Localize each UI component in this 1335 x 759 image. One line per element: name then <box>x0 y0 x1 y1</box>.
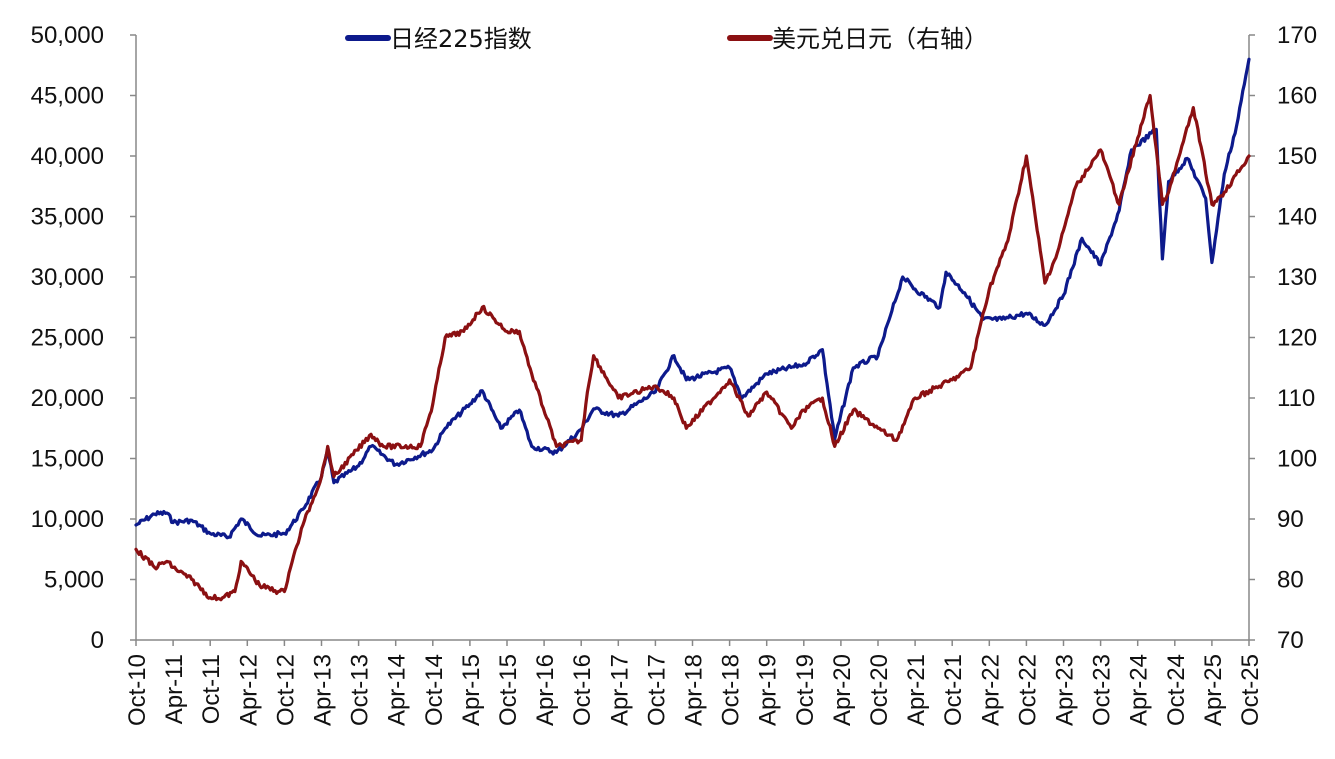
legend: 日经225指数 美元兑日元（右轴） <box>345 25 988 53</box>
series-line-usdjpy <box>134 93 1251 602</box>
x-axis-tick-label: Oct-11 <box>198 654 225 724</box>
x-axis-tick-label: Oct-25 <box>1237 654 1264 726</box>
x-axis-tick-label: Apr-13 <box>310 654 337 726</box>
left-axis-tick-label: 15,000 <box>31 446 104 473</box>
left-axis: 0 5,000 10,000 15,000 20,000 25,000 30,000 35,0… <box>31 22 137 654</box>
x-axis-tick-label: Apr-21 <box>903 654 930 726</box>
right-axis-tick-label: 150 <box>1277 143 1317 170</box>
x-axis: Oct-10 Apr-11 Oct-11 Apr-12 Oct-12 Apr-13 Oct-… <box>124 639 1264 726</box>
x-axis-tick-label: Oct-20 <box>866 654 893 726</box>
left-axis-tick-label: 40,000 <box>31 143 104 170</box>
legend-label-nikkei: 日经225指数 <box>390 25 532 53</box>
left-axis-tick-label: 35,000 <box>31 204 104 231</box>
legend-item-nikkei: 日经225指数 <box>345 25 532 53</box>
x-axis-tick-label: Oct-19 <box>792 654 819 726</box>
x-axis-tick-label: Apr-22 <box>977 654 1004 726</box>
x-axis-tick-label: Apr-18 <box>681 654 708 726</box>
x-axis-tick-label: Apr-14 <box>384 654 411 726</box>
left-axis-ticks: 0 5,000 10,000 15,000 20,000 25,000 30,000 35,0… <box>31 22 136 654</box>
x-axis-tick-label: Apr-24 <box>1126 654 1153 726</box>
x-axis-tick-label: Oct-14 <box>421 654 448 726</box>
x-axis-tick-label: Oct-22 <box>1014 654 1041 726</box>
right-axis-ticks: 70 80 90 100 110 120 130 140 150 160 170 <box>1249 22 1317 654</box>
x-axis-tick-label: Oct-13 <box>347 654 374 726</box>
right-axis-tick-label: 70 <box>1277 627 1304 654</box>
legend-label-usdjpy: 美元兑日元（右轴） <box>772 25 988 53</box>
x-axis-tick-label: Oct-17 <box>643 654 670 726</box>
right-axis-tick-label: 160 <box>1277 83 1317 110</box>
series-line-nikkei <box>134 57 1251 540</box>
legend-item-usdjpy: 美元兑日元（右轴） <box>727 25 988 53</box>
right-axis: 70 80 90 100 110 120 130 140 150 160 170 <box>1248 22 1317 654</box>
x-axis-tick-label: Apr-11 <box>161 654 188 724</box>
x-axis-tick-label: Apr-23 <box>1052 654 1079 726</box>
right-axis-tick-label: 130 <box>1277 264 1317 291</box>
right-axis-tick-label: 100 <box>1277 446 1317 473</box>
x-axis-tick-label: Oct-24 <box>1163 654 1190 726</box>
x-axis-tick-label: Apr-15 <box>458 654 485 726</box>
x-axis-tick-label: Oct-18 <box>718 654 745 726</box>
x-axis-tick-label: Apr-17 <box>606 654 633 726</box>
x-axis-tick-label: Oct-21 <box>940 654 967 726</box>
right-axis-tick-label: 120 <box>1277 325 1317 352</box>
x-axis-tick-label: Oct-16 <box>569 654 596 726</box>
left-axis-tick-label: 45,000 <box>31 83 104 110</box>
x-axis-tick-label: Apr-25 <box>1200 654 1227 726</box>
x-axis-tick-label: Apr-20 <box>829 654 856 726</box>
x-axis-tick-label: Oct-10 <box>124 654 151 726</box>
right-axis-tick-label: 140 <box>1277 204 1317 231</box>
left-axis-tick-label: 30,000 <box>31 264 104 291</box>
x-axis-tick-label: Oct-23 <box>1089 654 1116 726</box>
left-axis-tick-label: 25,000 <box>31 325 104 352</box>
right-axis-tick-label: 90 <box>1277 506 1304 533</box>
left-axis-tick-label: 20,000 <box>31 385 104 412</box>
left-axis-tick-label: 5,000 <box>44 567 104 594</box>
series-layer <box>134 57 1251 602</box>
x-axis-tick-label: Apr-12 <box>235 654 262 726</box>
right-axis-tick-label: 80 <box>1277 567 1304 594</box>
x-axis-tick-label: Oct-15 <box>495 654 522 726</box>
left-axis-tick-label: 10,000 <box>31 506 104 533</box>
left-axis-tick-label: 0 <box>91 627 104 654</box>
x-axis-tick-label: Apr-16 <box>532 654 559 726</box>
left-axis-tick-label: 50,000 <box>31 22 104 49</box>
x-axis-tick-label: Apr-19 <box>755 654 782 726</box>
x-axis-tick-label: Oct-12 <box>272 654 299 726</box>
x-axis-ticks: Oct-10 Apr-11 Oct-11 Apr-12 Oct-12 Apr-13 Oct-… <box>124 640 1264 726</box>
right-axis-tick-label: 110 <box>1277 385 1315 412</box>
right-axis-tick-label: 170 <box>1277 22 1317 49</box>
